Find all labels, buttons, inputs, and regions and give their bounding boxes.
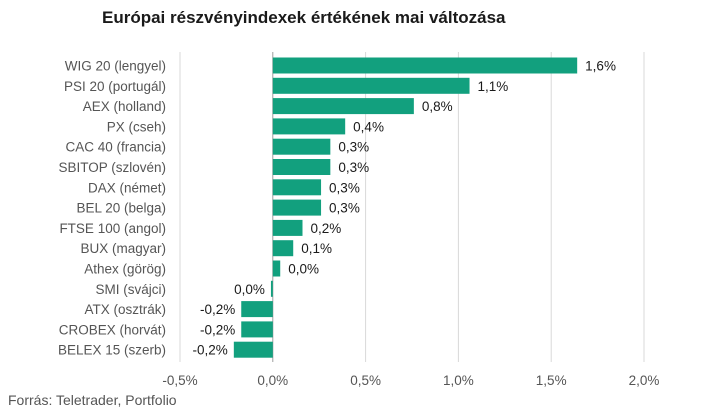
category-label: PSI 20 (portugál) — [64, 79, 166, 94]
data-label: 0,3% — [329, 180, 360, 195]
data-label: 1,6% — [585, 59, 616, 74]
category-label: BELEX 15 (szerb) — [58, 343, 166, 358]
bar — [272, 219, 303, 236]
bar — [272, 199, 322, 216]
data-label: 0,3% — [338, 140, 369, 155]
bar — [241, 301, 273, 318]
data-label: 0,0% — [234, 282, 265, 297]
x-tick-label: -0,5% — [162, 373, 197, 388]
category-label: CROBEX (horvát) — [59, 322, 166, 337]
category-label: AEX (holland) — [83, 99, 166, 114]
bar — [272, 138, 331, 155]
category-label: SBITOP (szlovén) — [58, 160, 166, 175]
category-label: BUX (magyar) — [80, 241, 166, 256]
data-label: -0,2% — [200, 302, 235, 317]
data-label: 0,0% — [288, 262, 319, 277]
x-tick-label: 1,0% — [443, 373, 474, 388]
data-label: 1,1% — [478, 79, 509, 94]
data-label: 0,3% — [329, 201, 360, 216]
category-label: WIG 20 (lengyel) — [65, 59, 166, 74]
source-note: Forrás: Teletrader, Portfolio — [8, 392, 177, 408]
category-label: BEL 20 (belga) — [76, 201, 166, 216]
category-label: CAC 40 (francia) — [65, 140, 166, 155]
labels: -0,5% 0,0% 0,5% 1,0% 1,5% 2,0% WIG 20 (lengyel… — [58, 59, 659, 389]
x-tick-label: 1,5% — [536, 373, 567, 388]
bar — [241, 321, 273, 338]
bar — [233, 341, 273, 358]
bar — [272, 159, 331, 175]
category-label: FTSE 100 (angol) — [59, 221, 166, 236]
x-tick-label: 0,5% — [350, 373, 381, 388]
x-tick-label: 0,0% — [257, 373, 288, 388]
data-label: 0,1% — [301, 241, 332, 256]
data-label: -0,2% — [200, 322, 235, 337]
category-label: DAX (német) — [88, 180, 166, 195]
bar — [272, 98, 414, 115]
bar — [272, 118, 346, 135]
data-label: 0,4% — [353, 119, 384, 134]
bar — [272, 240, 294, 257]
bar — [272, 57, 578, 74]
data-label: 0,2% — [310, 221, 341, 236]
chart-title: Európai részvényindexek értékének mai vá… — [102, 8, 506, 27]
x-tick-label: 2,0% — [629, 373, 660, 388]
category-label: PX (cseh) — [107, 119, 166, 134]
bar — [272, 179, 322, 196]
category-label: Athex (görög) — [84, 262, 166, 277]
bar — [270, 280, 273, 297]
bar — [272, 260, 281, 277]
category-label: SMI (svájci) — [96, 282, 167, 297]
data-label: 0,8% — [422, 99, 453, 114]
data-label: 0,3% — [338, 160, 369, 175]
category-label: ATX (osztrák) — [84, 302, 166, 317]
bars — [233, 57, 578, 358]
bar — [272, 77, 470, 94]
data-label: -0,2% — [193, 343, 228, 358]
